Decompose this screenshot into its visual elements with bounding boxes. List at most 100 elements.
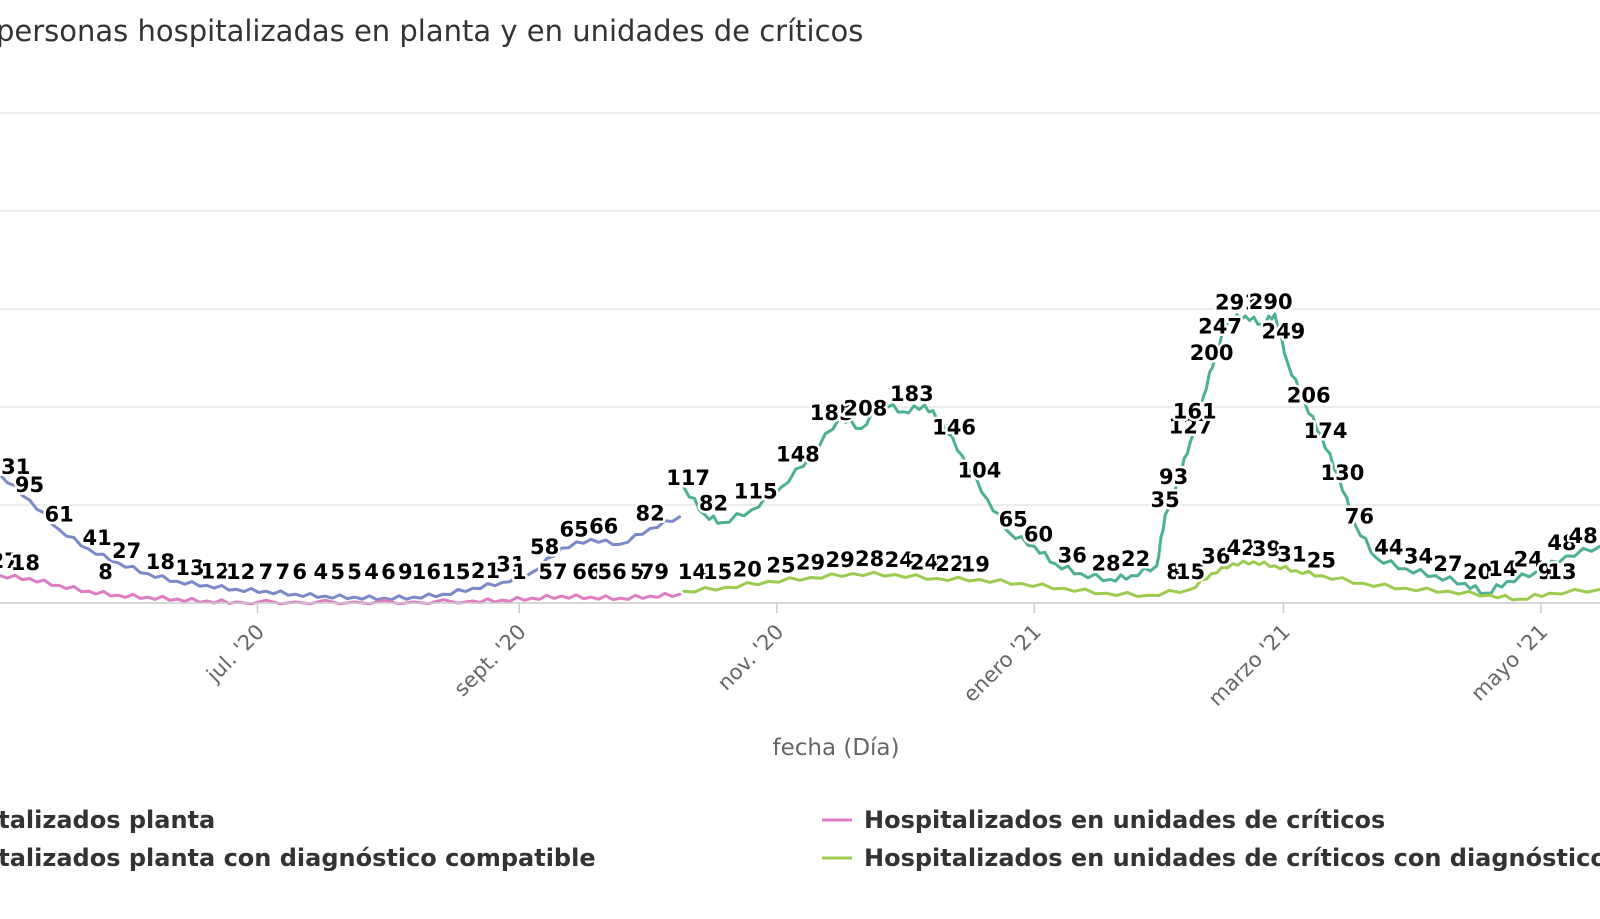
series-line bbox=[0, 573, 682, 606]
data-label: 131 bbox=[0, 455, 30, 479]
legend-item: Hospitalizados en unidades de críticos c… bbox=[864, 844, 1600, 872]
data-label: 15 bbox=[441, 560, 470, 584]
data-label: 29 bbox=[825, 548, 854, 572]
data-label: 25 bbox=[1307, 549, 1336, 573]
data-label: 20 bbox=[733, 557, 762, 581]
data-label: 8 bbox=[98, 560, 113, 584]
x-tick-label: nov. '20 bbox=[713, 620, 789, 696]
data-label: 21 bbox=[471, 559, 500, 583]
data-label: 291 bbox=[1215, 290, 1259, 314]
legend-item: Hospitalizados en unidades de críticos bbox=[864, 806, 1385, 834]
data-label: 28 bbox=[855, 547, 884, 571]
data-label: 66 bbox=[572, 560, 601, 584]
data-label: 82 bbox=[636, 502, 665, 526]
x-axis: jul. '20 sept. '20 nov. '20 enero '21 marzo … bbox=[0, 602, 1600, 711]
series-line bbox=[682, 559, 1600, 602]
data-label: 8 bbox=[1166, 560, 1181, 584]
x-tick-label: enero '21 bbox=[959, 620, 1046, 707]
data-label: 185 bbox=[810, 401, 854, 425]
data-label: 290 bbox=[1249, 290, 1293, 314]
data-label: 12 bbox=[226, 560, 255, 584]
data-label: 39 bbox=[1252, 537, 1281, 561]
data-label: 148 bbox=[776, 442, 820, 466]
data-label: 249 bbox=[1261, 320, 1305, 344]
data-label: 5 bbox=[330, 560, 345, 584]
data-label: 18 bbox=[11, 551, 40, 575]
data-label: 25 bbox=[766, 553, 795, 577]
data-label: 79 bbox=[640, 560, 669, 584]
data-label: 34 bbox=[1404, 545, 1433, 569]
data-label: 19 bbox=[961, 552, 990, 576]
data-label: 93 bbox=[1159, 465, 1188, 489]
data-label: 28 bbox=[1091, 552, 1120, 576]
data-label: 6 bbox=[292, 560, 307, 584]
data-label: 61 bbox=[44, 503, 73, 527]
data-label: 76 bbox=[1345, 504, 1374, 528]
data-label: 22 bbox=[935, 552, 964, 576]
data-label: 200 bbox=[1190, 341, 1234, 365]
data-label: 14 bbox=[1488, 557, 1517, 581]
data-label: 24 bbox=[885, 548, 914, 572]
data-label: 65 bbox=[560, 517, 589, 541]
data-label: 127 bbox=[1169, 414, 1213, 438]
data-label: 13 bbox=[1547, 560, 1576, 584]
data-labels: 1319561412718131212776455469161521315865… bbox=[0, 288, 1600, 587]
data-label: 9 bbox=[398, 560, 413, 584]
data-label: 14 bbox=[678, 560, 707, 584]
data-label: 1 bbox=[512, 560, 527, 584]
data-label: 42 bbox=[1227, 536, 1256, 560]
data-label: 27 bbox=[1433, 552, 1462, 576]
data-label: 27 bbox=[0, 549, 19, 573]
data-label: 66 bbox=[589, 514, 618, 538]
data-label: 65 bbox=[999, 508, 1028, 532]
data-label: 29 bbox=[796, 551, 825, 575]
data-label: 20 bbox=[1463, 560, 1492, 584]
series-lines bbox=[0, 312, 1600, 606]
data-label: 206 bbox=[1287, 384, 1331, 408]
x-axis-title: fecha (Día) bbox=[772, 735, 899, 761]
data-label: 44 bbox=[1374, 536, 1403, 560]
data-label: 24 bbox=[910, 550, 939, 574]
data-label: 7 bbox=[259, 560, 274, 584]
series-line bbox=[0, 473, 682, 602]
data-label: 4 bbox=[364, 560, 379, 584]
data-label: 104 bbox=[957, 458, 1001, 482]
data-label: 57 bbox=[538, 560, 567, 584]
legend-item: Hospitalizados planta bbox=[0, 806, 215, 834]
data-label: 24 bbox=[1514, 547, 1543, 571]
data-label: 174 bbox=[1304, 419, 1348, 443]
data-label: 9 bbox=[1538, 560, 1553, 584]
data-label: 82 bbox=[699, 492, 728, 516]
x-tick-label: sept. '20 bbox=[449, 620, 531, 702]
data-label: 36 bbox=[1058, 543, 1087, 567]
data-label: 4 bbox=[314, 560, 329, 584]
data-label: 15 bbox=[1176, 560, 1205, 584]
data-label: 13 bbox=[175, 556, 204, 580]
data-label: 7 bbox=[276, 560, 291, 584]
legend-item: Hospitalizados planta con diagnóstico co… bbox=[0, 844, 596, 872]
data-label: 130 bbox=[1321, 461, 1365, 485]
data-label: 48 bbox=[1568, 524, 1597, 548]
data-label: 22 bbox=[1121, 547, 1150, 571]
x-tick-label: jul. '20 bbox=[201, 620, 269, 688]
data-label: 95 bbox=[15, 473, 44, 497]
data-label: 161 bbox=[1173, 400, 1217, 424]
data-label: 5 bbox=[347, 560, 362, 584]
data-label: 58 bbox=[530, 535, 559, 559]
chart-title: personas hospitalizadas en planta y en u… bbox=[0, 14, 863, 48]
data-label: 5 bbox=[630, 560, 645, 584]
data-label: 41 bbox=[82, 526, 111, 550]
series-line bbox=[682, 312, 1600, 595]
data-label: 35 bbox=[1151, 488, 1180, 512]
data-label: 48 bbox=[1547, 531, 1576, 555]
x-tick-label: marzo '21 bbox=[1204, 620, 1295, 711]
gridlines bbox=[0, 112, 1600, 506]
data-label: 16 bbox=[412, 560, 441, 584]
legend: Hospitalizados planta Hospitalizados plan… bbox=[0, 806, 1600, 872]
x-tick-label: mayo '21 bbox=[1466, 620, 1552, 706]
data-label: 117 bbox=[666, 466, 710, 490]
data-label: 183 bbox=[890, 382, 934, 406]
data-label: 146 bbox=[932, 415, 976, 439]
data-label: 208 bbox=[844, 396, 888, 420]
